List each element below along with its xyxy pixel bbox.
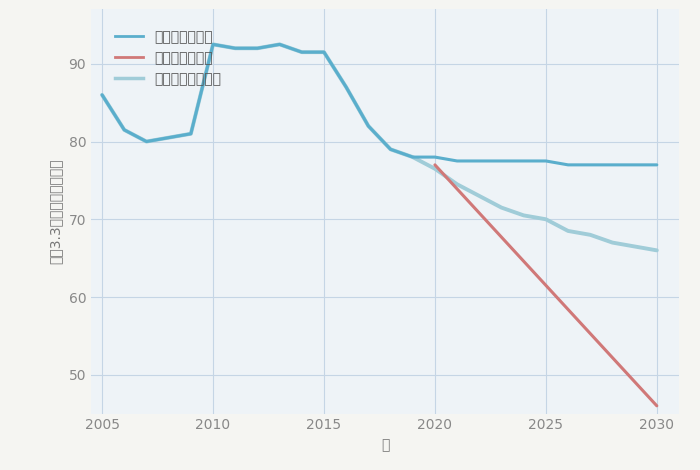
Y-axis label: 坪（3.3㎡）単価（万円）: 坪（3.3㎡）単価（万円） [49,159,63,264]
Legend: グッドシナリオ, バッドシナリオ, ノーマルシナリオ: グッドシナリオ, バッドシナリオ, ノーマルシナリオ [110,24,227,92]
X-axis label: 年: 年 [381,438,389,452]
